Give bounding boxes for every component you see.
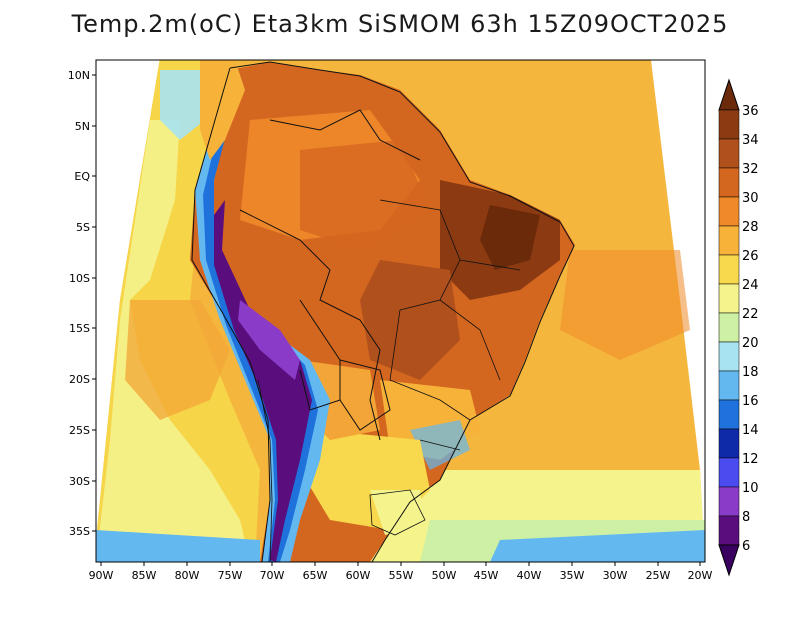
colorbar-label-16: 16	[742, 394, 759, 409]
colorbar-seg-28-30	[718, 196, 740, 227]
colorbar-seg-12-14	[718, 428, 740, 459]
andes-cold-band-core	[214, 200, 312, 562]
colorbar-top-arrow	[718, 78, 740, 111]
colorbar-bottom-arrow	[718, 544, 740, 577]
lat-label-20s: 20S	[69, 373, 90, 386]
colorbar-seg-22-24	[718, 283, 740, 314]
lat-label-5n: 5N	[75, 120, 90, 133]
lon-label-45w: 45W	[474, 569, 499, 582]
lat-label-15s: 15S	[69, 322, 90, 335]
pacific-warm-patch	[125, 300, 230, 420]
lat-ticks	[92, 74, 96, 532]
colorbar-seg-24-26	[718, 254, 740, 285]
colorbar-label-10: 10	[742, 481, 759, 496]
lon-label-55w: 55W	[389, 569, 414, 582]
colorbar-label-18: 18	[742, 365, 759, 380]
colorbar-seg-20-22	[718, 312, 740, 343]
lat-labels: 10N 5N EQ 5S 10S 15S 20S 25S 30S 35S	[68, 69, 91, 538]
temperature-field	[96, 60, 705, 562]
pacific-cool-band	[96, 120, 250, 562]
lon-label-30w: 30W	[603, 569, 628, 582]
lon-label-80w: 80W	[175, 569, 200, 582]
brazil-states	[379, 199, 521, 451]
colorbar-label-20: 20	[742, 336, 759, 351]
lon-label-90w: 90W	[89, 569, 114, 582]
lat-label-10s: 10S	[69, 272, 90, 285]
northwest-andes-area	[200, 60, 245, 160]
lon-label-40w: 40W	[517, 569, 542, 582]
continent-coastline	[229, 61, 575, 562]
colorbar-label-14: 14	[742, 423, 759, 438]
argentina-chile-border	[257, 379, 273, 562]
brazil-border-north	[269, 109, 421, 161]
lat-label-35s: 35S	[69, 525, 90, 538]
pacific-cold-patch	[160, 70, 205, 140]
central-west-hot-area	[360, 260, 460, 380]
colorbar-label-12: 12	[742, 452, 759, 467]
brazil-border-west	[239, 209, 381, 441]
colorbar-label-24: 24	[742, 278, 759, 293]
colorbar-seg-10-12	[718, 457, 740, 488]
page-title: Temp.2m(oC) Eta3km SiSMOM 63h 15Z09OCT20…	[71, 10, 729, 38]
lon-label-85w: 85W	[132, 569, 157, 582]
far-south-cold-band	[490, 530, 705, 562]
colorbar-seg-34-36	[718, 109, 740, 140]
pacific-coastline	[191, 67, 271, 562]
andes-cold-band-highs	[238, 300, 300, 380]
lat-label-10n: 10N	[68, 69, 90, 82]
lon-label-70w: 70W	[260, 569, 285, 582]
colorbar-label-36: 36	[742, 104, 759, 119]
colorbar-seg-30-32	[718, 167, 740, 198]
paraguay-border	[339, 359, 391, 431]
lon-label-65w: 65W	[303, 569, 328, 582]
lon-label-75w: 75W	[218, 569, 243, 582]
lat-label-5s: 5S	[76, 221, 90, 234]
far-south-pacific-band	[96, 530, 260, 562]
lon-label-25w: 25W	[646, 569, 671, 582]
lon-label-60w: 60W	[346, 569, 371, 582]
atlantic-warm-zone	[560, 250, 690, 360]
lon-label-20w: 20W	[688, 569, 713, 582]
colorbar-label-22: 22	[742, 307, 759, 322]
country-borders	[191, 61, 575, 562]
colorbar-seg-8-10	[718, 486, 740, 517]
lat-label-30s: 30S	[69, 475, 90, 488]
colorbar-seg-16-18	[718, 370, 740, 401]
lat-label-eq: EQ	[74, 170, 90, 183]
lon-ticks	[100, 562, 701, 566]
lon-label-35w: 35W	[560, 569, 585, 582]
colorbar-seg-6-8	[718, 515, 740, 546]
colorbar-seg-26-28	[718, 225, 740, 256]
uruguay-border	[369, 489, 426, 536]
colorbar-seg-32-34	[718, 138, 740, 169]
colorbar-label-30: 30	[742, 191, 759, 206]
colorbar-label-8: 8	[742, 510, 750, 525]
lat-label-25s: 25S	[69, 424, 90, 437]
lon-label-50w: 50W	[432, 569, 457, 582]
colorbar-label-34: 34	[742, 133, 759, 148]
colorbar-label-26: 26	[742, 249, 759, 264]
colorbar-label-6: 6	[742, 539, 750, 554]
lon-labels: 90W 85W 80W 75W 70W 65W 60W 55W 50W 45W …	[89, 569, 713, 582]
colorbar-label-32: 32	[742, 162, 759, 177]
colorbar-seg-14-16	[718, 399, 740, 430]
colorbar: 36 34 32 30 28 26 24 22 20 18 16 14 12 1…	[718, 78, 759, 577]
colorbar-label-28: 28	[742, 220, 759, 235]
northeast-hottest-core	[480, 205, 540, 270]
amazon-east-warm	[300, 140, 430, 250]
colorbar-seg-18-20	[718, 341, 740, 372]
